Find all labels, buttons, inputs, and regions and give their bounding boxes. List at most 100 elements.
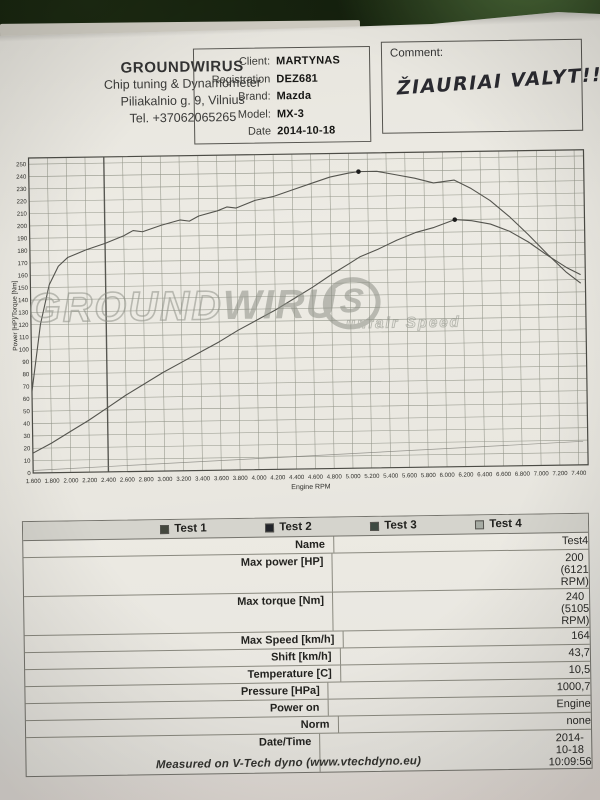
comment-label: Comment:: [389, 46, 444, 60]
test4-cell: 1000,7: [557, 679, 591, 695]
row-value: Test4: [561, 534, 589, 548]
svg-text:10: 10: [24, 459, 31, 465]
svg-text:160: 160: [18, 273, 29, 279]
results-table: Test 1 Test 2 Test 3 Test 4: [21, 512, 593, 778]
y-axis-label: Power [HP]/Torque [Nm]: [11, 280, 19, 350]
handwritten-comment: ŽIAURIAI VALYT!!!: [395, 62, 600, 100]
dyno-chart-plot: 0 10 20 30 40 50 60 70 80 90 100 110 120 130 140 150 160…: [11, 149, 589, 491]
dyno-chart: 0 10 20 30 40 50 60 70 80 90 100 110 120 130 140 150 160…: [8, 144, 593, 499]
svg-text:170: 170: [18, 261, 29, 267]
row-value: 164: [571, 629, 590, 643]
legend-item: Test 1: [131, 522, 236, 536]
grid-lines: [28, 149, 589, 474]
test1-cell: [343, 630, 457, 648]
test1-cell: [334, 535, 448, 553]
row-value: none: [566, 714, 592, 728]
row-value-line2: (6121 RPM): [560, 563, 589, 589]
svg-text:6.400: 6.400: [477, 472, 493, 478]
test2-cell: [455, 662, 569, 680]
test1-cell: [341, 664, 455, 682]
legend-color-swatch-icon: [475, 519, 485, 529]
row-value-area: 240 (5105 RPM): [333, 589, 590, 631]
svg-text:1.600: 1.600: [26, 479, 42, 485]
svg-text:6.600: 6.600: [496, 472, 512, 478]
svg-text:230: 230: [16, 187, 27, 193]
client-info-label: Date: [247, 125, 272, 138]
svg-text:4.400: 4.400: [289, 475, 305, 481]
test4-cell: Engine: [556, 696, 590, 713]
svg-text:5.600: 5.600: [402, 473, 418, 479]
client-info-value: MX-3: [276, 107, 305, 120]
svg-text:140: 140: [18, 298, 29, 304]
svg-text:2.600: 2.600: [120, 477, 136, 483]
curve-power_hp: [32, 219, 581, 454]
svg-text:90: 90: [22, 360, 29, 366]
legend-item: Test 4: [446, 517, 551, 531]
test4-cell: 43,7: [568, 645, 590, 661]
svg-text:6.000: 6.000: [440, 473, 456, 479]
client-info-row: Date 2014-10-18: [195, 122, 370, 142]
svg-text:2.000: 2.000: [63, 478, 79, 484]
test2-cell: [443, 679, 557, 697]
test2-cell: [454, 645, 568, 663]
legend-label: Test 3: [384, 519, 417, 532]
legend-label: Test 1: [174, 522, 207, 535]
svg-text:4.000: 4.000: [252, 476, 268, 482]
row-value-area: 200 (6121 RPM): [332, 550, 589, 592]
test4-cell: 200 (6121 RPM): [560, 550, 589, 588]
comment-box: Comment: ŽIAURIAI VALYT!!!: [380, 38, 600, 134]
test4-cell: Test4: [562, 533, 589, 549]
svg-text:20: 20: [24, 446, 31, 452]
svg-text:2.200: 2.200: [82, 478, 98, 484]
svg-text:80: 80: [23, 372, 30, 378]
curve-losses: [33, 440, 584, 471]
svg-text:5.200: 5.200: [364, 474, 380, 480]
svg-text:120: 120: [18, 323, 29, 329]
test2-cell: [442, 696, 556, 714]
test2-cell: [457, 628, 571, 646]
test2-cell: [447, 589, 562, 629]
test4-cell: none: [566, 713, 591, 729]
svg-text:40: 40: [23, 422, 30, 428]
test1-cell: [328, 698, 442, 716]
test4-cell: 164: [571, 628, 590, 644]
svg-text:4.600: 4.600: [308, 475, 324, 481]
svg-text:150: 150: [18, 286, 29, 292]
test2-cell: [448, 533, 562, 551]
client-info-value: DEZ681: [276, 72, 319, 85]
test2-cell: [446, 550, 561, 590]
svg-text:3.000: 3.000: [157, 477, 173, 483]
svg-text:2.800: 2.800: [139, 477, 155, 483]
svg-text:7.200: 7.200: [552, 471, 568, 477]
svg-text:190: 190: [17, 236, 28, 242]
svg-text:6.800: 6.800: [515, 472, 531, 478]
svg-text:30: 30: [23, 434, 30, 440]
legend-color-swatch-icon: [370, 521, 380, 531]
test1-cell: [338, 715, 452, 733]
peak-marker: [356, 169, 361, 174]
plot-border: [27, 149, 589, 474]
legend-label: Test 2: [279, 520, 312, 534]
row-label: Max power [HP]: [23, 553, 333, 597]
legend-color-swatch-icon: [160, 524, 170, 534]
row-value: 43,7: [568, 646, 591, 660]
row-value: 10,5: [568, 663, 591, 677]
svg-text:3.200: 3.200: [176, 477, 192, 483]
test1-cell: [329, 681, 443, 699]
svg-text:240: 240: [16, 175, 27, 181]
results-table-body: Name Test4 Max power [HP]: [23, 532, 592, 777]
svg-text:7.400: 7.400: [571, 471, 587, 477]
client-info-box: Client: MARTYNAS Registration DEZ681 Bra…: [192, 45, 372, 145]
row-value: Engine: [556, 697, 591, 711]
client-info-label: Registration: [211, 72, 271, 86]
peak-marker: [452, 217, 458, 222]
client-info-label: Model:: [237, 107, 271, 121]
svg-text:70: 70: [23, 385, 30, 391]
row-value: 240: [565, 590, 585, 604]
svg-text:6.200: 6.200: [458, 472, 474, 478]
svg-text:5.000: 5.000: [346, 474, 362, 480]
curve-torque_nm: [31, 170, 582, 392]
test2-cell: [452, 713, 566, 731]
